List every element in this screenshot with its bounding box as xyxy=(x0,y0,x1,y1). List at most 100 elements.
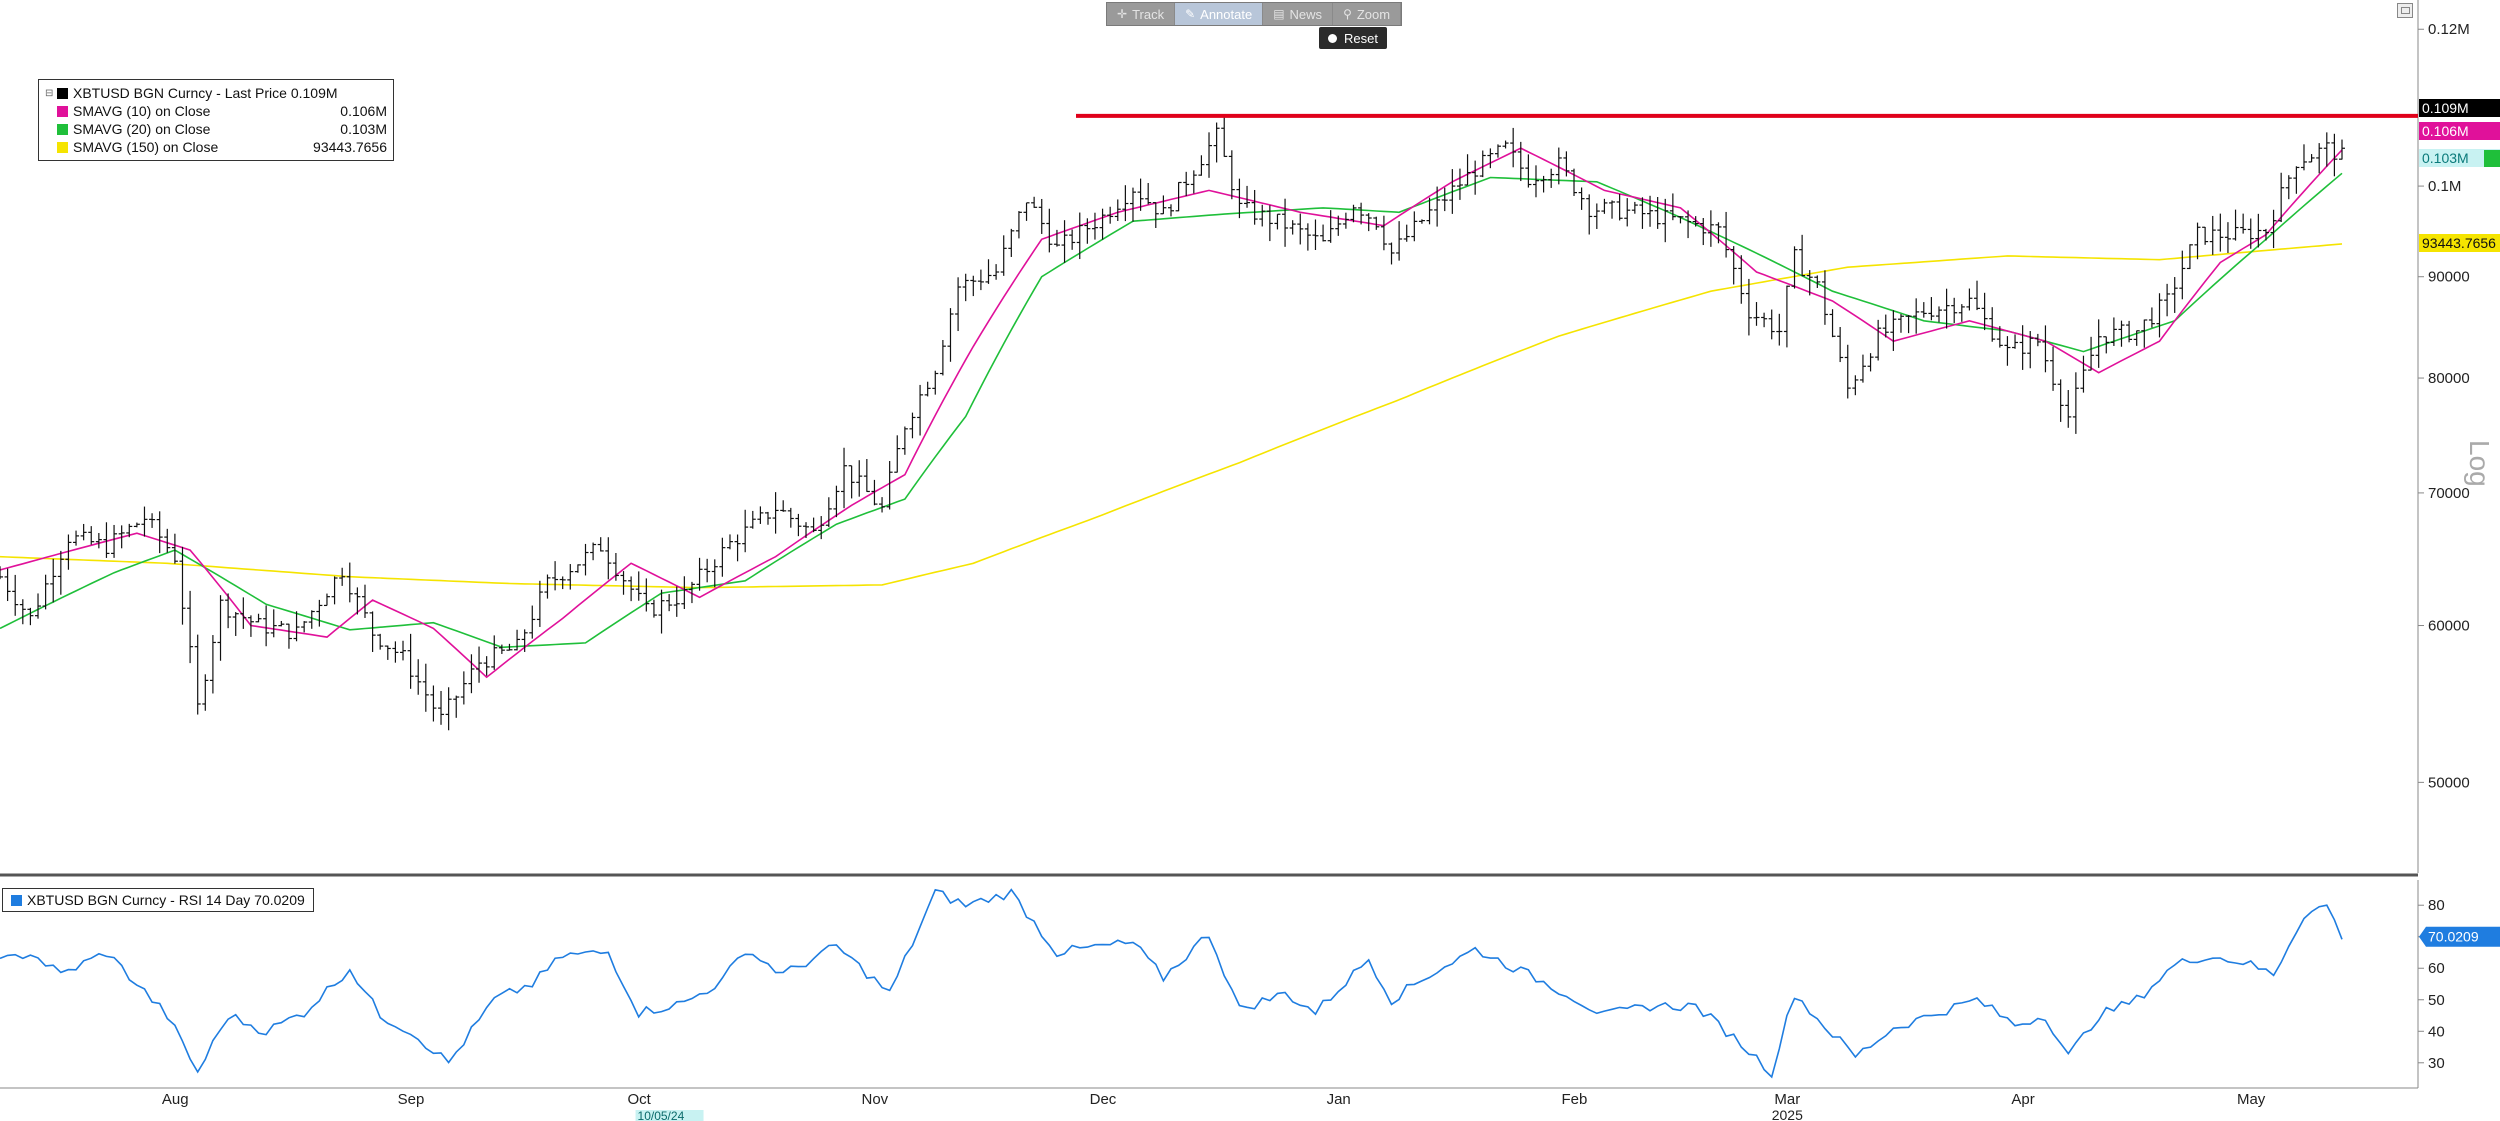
ohlc-bar xyxy=(673,586,680,617)
ohlc-bar xyxy=(787,507,794,528)
ohlc-bar xyxy=(2224,222,2231,253)
ohlc-bar xyxy=(1342,212,1349,229)
ohlc-bar xyxy=(1510,127,1517,168)
ohlc-bar xyxy=(2057,379,2064,422)
rsi-tick-label: 50 xyxy=(2428,992,2445,1009)
grid-layer xyxy=(0,0,2419,1089)
ohlc-bar xyxy=(1996,326,2003,348)
ohlc-bar xyxy=(643,578,650,612)
ohlc-bar xyxy=(1365,213,1372,232)
ohlc-bar xyxy=(1525,154,1532,188)
sma150-layer xyxy=(0,243,2343,589)
news-button[interactable]: ▤ News xyxy=(1263,3,1334,25)
ohlc-bar xyxy=(1175,181,1182,212)
sma20-tag-marker xyxy=(2484,150,2500,167)
ohlc-bar xyxy=(1031,196,1038,208)
ohlc-bar xyxy=(164,528,171,553)
ohlc-bar xyxy=(1183,171,1190,197)
ohlc-bar xyxy=(2262,228,2269,241)
ohlc-bar xyxy=(187,590,194,664)
ohlc-bar xyxy=(909,412,916,439)
price-tag-bg xyxy=(2419,234,2500,252)
ohlc-bar xyxy=(1935,306,1942,323)
ohlc-bar xyxy=(1061,220,1068,263)
rsi-legend[interactable]: XBTUSD BGN Curncy - RSI 14 Day 70.0209 xyxy=(2,888,314,912)
ohlc-bar xyxy=(498,644,505,654)
ohlc-bar xyxy=(803,522,810,539)
price-tag-label: 0.103M xyxy=(2422,150,2469,166)
ohlc-bar xyxy=(2088,336,2095,371)
ohlc-bar xyxy=(2316,143,2323,174)
ohlc-bar xyxy=(1943,288,1950,329)
ohlc-bar xyxy=(2339,139,2345,160)
ohlc-bar xyxy=(2004,336,2011,366)
track-button[interactable]: ✛ Track xyxy=(1107,3,1176,25)
ohlc-bar xyxy=(1555,147,1562,185)
expand-icon[interactable]: ⊟ xyxy=(45,87,54,99)
ohlc-bar xyxy=(2072,372,2079,434)
ohlc-bar xyxy=(232,612,239,636)
ohlc-bar xyxy=(1388,242,1395,265)
ohlc-bar xyxy=(970,275,977,297)
ohlc-bar xyxy=(377,633,384,650)
ohlc-bar xyxy=(2126,320,2133,343)
ohlc-bar xyxy=(567,564,574,590)
ohlc-bar xyxy=(1951,297,1958,324)
ohlc-bar xyxy=(2300,144,2307,171)
legend-row-price: ⊟ XBTUSD BGN Curncy - Last Price 0.109M xyxy=(45,85,338,101)
month-label: Jan xyxy=(1327,1091,1351,1108)
price-tick-label: 60000 xyxy=(2428,618,2470,635)
ohlc-bar xyxy=(263,605,270,647)
ohlc-bar xyxy=(57,550,64,595)
ohlc-bar xyxy=(1707,210,1714,247)
ohlc-bar xyxy=(460,671,467,705)
ohlc-bar xyxy=(2194,222,2201,260)
ohlc-bar xyxy=(1266,205,1273,242)
ohlc-bar xyxy=(1251,189,1258,225)
month-label: Aug xyxy=(162,1091,189,1108)
ohlc-bar xyxy=(346,562,353,603)
ohlc-bar xyxy=(1107,206,1114,224)
ohlc-bar xyxy=(1677,216,1684,224)
axes-layer: 0.12M 0.1M 90000 80000 70000 60000 50000 Log 0.1… xyxy=(162,21,2500,1121)
ohlc-bar xyxy=(1578,187,1585,210)
ohlc-bar xyxy=(2209,215,2216,255)
reset-button[interactable]: Reset xyxy=(1319,27,1387,49)
ohlc-bar xyxy=(1647,195,1654,227)
ohlc-bar xyxy=(1981,292,1988,331)
ohlc-bar xyxy=(1783,285,1790,348)
zoom-button[interactable]: ⚲ Zoom xyxy=(1333,3,1402,25)
ohlc-bar xyxy=(1609,200,1616,219)
ohlc-bar xyxy=(2034,333,2041,347)
pencil-icon: ✎ xyxy=(1185,7,1196,21)
ohlc-bar xyxy=(1905,315,1912,334)
maximize-panel-icon[interactable] xyxy=(2397,3,2413,18)
ohlc-bar xyxy=(658,589,665,634)
ohlc-bar xyxy=(2186,244,2193,270)
ohlc-bar xyxy=(19,599,26,625)
ohlc-bar xyxy=(1472,160,1479,195)
ohlc-bar xyxy=(597,537,604,552)
ohlc-bar xyxy=(1685,210,1692,239)
ohlc-bar xyxy=(1730,246,1737,285)
ohlc-bar xyxy=(650,599,657,618)
ohlc-bar xyxy=(240,597,247,629)
ohlc-bar xyxy=(194,634,201,715)
sma20-swatch xyxy=(57,123,68,135)
price-legend[interactable]: ⊟ XBTUSD BGN Curncy - Last Price 0.109M … xyxy=(38,79,394,161)
ohlc-bar xyxy=(1532,165,1539,198)
ohlc-bar xyxy=(696,557,703,591)
ohlc-bar xyxy=(742,509,749,553)
annotate-button[interactable]: ✎ Annotate xyxy=(1175,3,1264,25)
ohlc-bar xyxy=(95,533,102,549)
ohlc-bar xyxy=(2179,250,2186,300)
ohlc-bar xyxy=(285,623,292,649)
year-label: 2025 xyxy=(1772,1107,1803,1121)
ohlc-bar xyxy=(400,640,407,661)
ohlc-bar xyxy=(1669,193,1676,221)
ohlc-bar xyxy=(1586,194,1593,235)
ohlc-bar xyxy=(209,635,216,694)
month-label: Feb xyxy=(1561,1091,1587,1108)
